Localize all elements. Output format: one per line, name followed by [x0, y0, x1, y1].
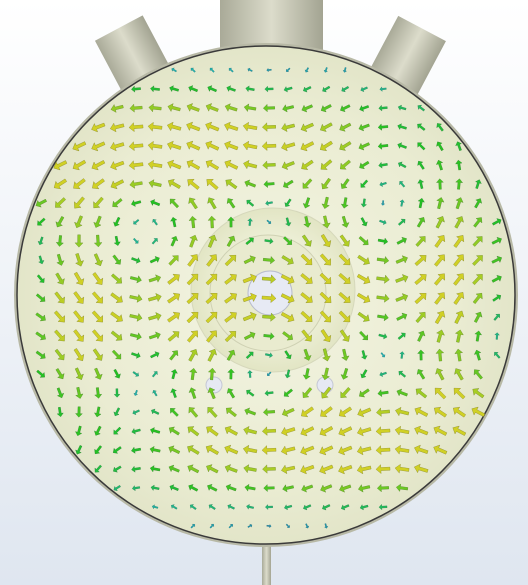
left-hole: [206, 377, 222, 393]
field-view: [0, 0, 528, 585]
page: {} (() => { const data: [0, 0, 528, 585]
